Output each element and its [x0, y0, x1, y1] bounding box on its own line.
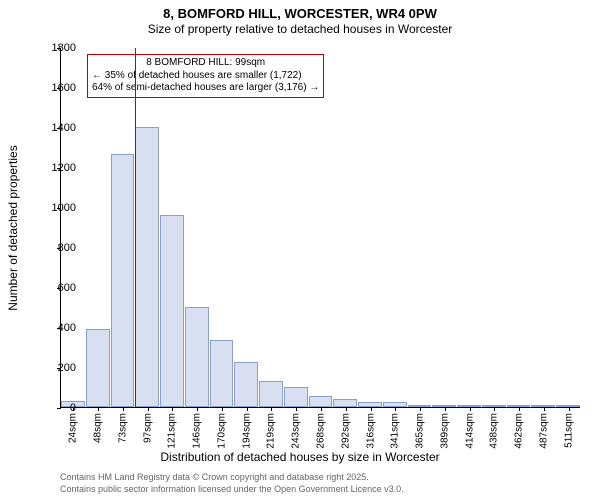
x-tick-mark [544, 407, 545, 411]
x-tick-mark [222, 407, 223, 411]
footer-copyright-2: Contains public sector information licen… [60, 484, 404, 494]
x-tick-label: 24sqm [68, 413, 79, 443]
annotation-property-size: 8 BOMFORD HILL: 99sqm [92, 57, 319, 70]
x-tick-label: 389sqm [439, 413, 450, 449]
property-size-histogram: 8, BOMFORD HILL, WORCESTER, WR4 0PW Size… [0, 0, 600, 500]
x-tick-mark [247, 407, 248, 411]
chart-title-main: 8, BOMFORD HILL, WORCESTER, WR4 0PW [0, 6, 600, 21]
histogram-bar [160, 215, 184, 407]
x-tick-label: 365sqm [415, 413, 426, 449]
x-tick-mark [296, 407, 297, 411]
histogram-bar [259, 381, 283, 407]
x-tick-mark [123, 407, 124, 411]
x-tick-mark [569, 407, 570, 411]
histogram-bar [111, 154, 135, 407]
property-indicator-line [135, 48, 136, 407]
histogram-bar [284, 387, 308, 407]
histogram-bar [210, 340, 234, 407]
x-tick-label: 462sqm [514, 413, 525, 449]
x-tick-mark [420, 407, 421, 411]
x-axis-label: Distribution of detached houses by size … [0, 450, 600, 464]
x-tick-mark [519, 407, 520, 411]
x-tick-mark [494, 407, 495, 411]
property-annotation-box: 8 BOMFORD HILL: 99sqm ← 35% of detached … [87, 54, 324, 98]
x-tick-label: 97sqm [142, 413, 153, 443]
x-tick-label: 48sqm [93, 413, 104, 443]
y-axis-label: Number of detached properties [6, 145, 20, 310]
x-tick-mark [470, 407, 471, 411]
y-tick-label: 1200 [36, 162, 76, 174]
y-tick-label: 800 [36, 242, 76, 254]
x-tick-label: 219sqm [266, 413, 277, 449]
x-tick-mark [148, 407, 149, 411]
histogram-bar [135, 127, 159, 407]
x-tick-mark [371, 407, 372, 411]
x-tick-label: 268sqm [316, 413, 327, 449]
y-tick-label: 1400 [36, 122, 76, 134]
x-tick-label: 487sqm [538, 413, 549, 449]
x-tick-mark [395, 407, 396, 411]
x-tick-label: 170sqm [216, 413, 227, 449]
x-tick-label: 73sqm [117, 413, 128, 443]
y-tick-label: 1600 [36, 82, 76, 94]
x-tick-mark [172, 407, 173, 411]
histogram-bar [333, 399, 357, 407]
x-tick-label: 414sqm [464, 413, 475, 449]
x-tick-mark [321, 407, 322, 411]
x-tick-label: 341sqm [390, 413, 401, 449]
x-tick-label: 292sqm [340, 413, 351, 449]
y-tick-label: 1800 [36, 42, 76, 54]
y-tick-label: 1000 [36, 202, 76, 214]
x-tick-label: 438sqm [489, 413, 500, 449]
histogram-bar [86, 329, 110, 407]
y-tick-label: 200 [36, 362, 76, 374]
y-tick-label: 400 [36, 322, 76, 334]
x-tick-label: 511sqm [563, 413, 574, 448]
histogram-bar [234, 362, 258, 407]
x-tick-label: 316sqm [365, 413, 376, 449]
x-tick-label: 146sqm [192, 413, 203, 449]
x-tick-mark [197, 407, 198, 411]
x-tick-mark [98, 407, 99, 411]
plot-area: 8 BOMFORD HILL: 99sqm ← 35% of detached … [60, 48, 580, 408]
footer-copyright-1: Contains HM Land Registry data © Crown c… [60, 472, 369, 482]
annotation-smaller-pct: ← 35% of detached houses are smaller (1,… [92, 70, 319, 83]
histogram-bar [309, 396, 333, 407]
x-tick-mark [346, 407, 347, 411]
x-tick-mark [445, 407, 446, 411]
annotation-larger-pct: 64% of semi-detached houses are larger (… [92, 82, 319, 95]
histogram-bar [185, 307, 209, 407]
y-tick-label: 0 [36, 402, 76, 414]
x-tick-label: 243sqm [291, 413, 302, 449]
x-tick-label: 194sqm [241, 413, 252, 449]
x-tick-mark [271, 407, 272, 411]
y-tick-label: 600 [36, 282, 76, 294]
chart-title-sub: Size of property relative to detached ho… [0, 22, 600, 36]
x-tick-label: 121sqm [167, 413, 178, 449]
